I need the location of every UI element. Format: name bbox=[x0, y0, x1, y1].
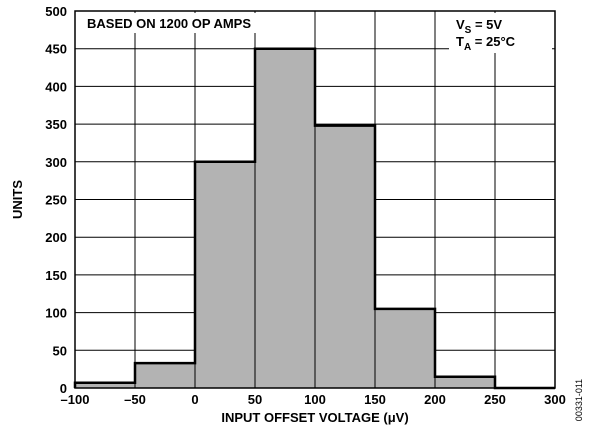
y-tick-label: 300 bbox=[45, 155, 67, 170]
y-tick-label: 150 bbox=[45, 268, 67, 283]
y-tick-label: 350 bbox=[45, 117, 67, 132]
x-tick-label: 0 bbox=[191, 392, 198, 407]
x-tick-label: 100 bbox=[304, 392, 326, 407]
histogram-bar bbox=[254, 48, 316, 389]
x-tick-label: –50 bbox=[124, 392, 146, 407]
y-tick-label: 50 bbox=[53, 343, 67, 358]
annotation-background bbox=[78, 13, 290, 33]
annotation-supply-voltage: VS = 5V bbox=[456, 17, 502, 36]
conditions-background bbox=[449, 13, 552, 53]
annotation-based-on: BASED ON 1200 OP AMPS bbox=[87, 16, 251, 31]
histogram-bar bbox=[374, 308, 436, 389]
histogram-bar bbox=[134, 362, 196, 389]
vs-subscript: S bbox=[465, 25, 472, 36]
x-tick-label: –100 bbox=[61, 392, 90, 407]
y-tick-label: 100 bbox=[45, 306, 67, 321]
y-tick-label: 200 bbox=[45, 230, 67, 245]
histogram-bar bbox=[434, 376, 496, 389]
x-tick-label: 200 bbox=[424, 392, 446, 407]
y-tick-labels: 0 50 100 150 200 250 300 350 400 450 500 bbox=[45, 4, 67, 396]
annotation-ambient-temperature: TA = 25°C bbox=[456, 34, 516, 53]
x-tick-labels: –100 –50 0 50 100 150 200 250 300 bbox=[61, 392, 566, 407]
ta-value: = 25°C bbox=[471, 34, 515, 49]
histogram-bar bbox=[314, 125, 376, 389]
histogram-bars bbox=[73, 47, 555, 390]
x-tick-label: 150 bbox=[364, 392, 386, 407]
vs-symbol: V bbox=[456, 17, 465, 32]
histogram-bar bbox=[194, 161, 256, 389]
y-tick-label: 450 bbox=[45, 42, 67, 57]
figure-code: 00331-011 bbox=[574, 379, 584, 421]
plot-frame bbox=[74, 10, 556, 389]
y-tick-label: 0 bbox=[60, 381, 67, 396]
x-axis-label: INPUT OFFSET VOLTAGE (μV) bbox=[221, 410, 408, 425]
ta-subscript: A bbox=[464, 42, 471, 53]
y-tick-label: 500 bbox=[45, 4, 67, 19]
x-tick-label: 300 bbox=[544, 392, 566, 407]
histogram-outline bbox=[73, 47, 555, 390]
x-tick-label: 250 bbox=[484, 392, 506, 407]
y-axis-label: UNITS bbox=[10, 180, 25, 219]
vs-value: = 5V bbox=[471, 17, 502, 32]
ta-symbol: T bbox=[456, 34, 464, 49]
y-tick-label: 250 bbox=[45, 193, 67, 208]
y-tick-label: 400 bbox=[45, 79, 67, 94]
x-tick-label: 50 bbox=[248, 392, 262, 407]
